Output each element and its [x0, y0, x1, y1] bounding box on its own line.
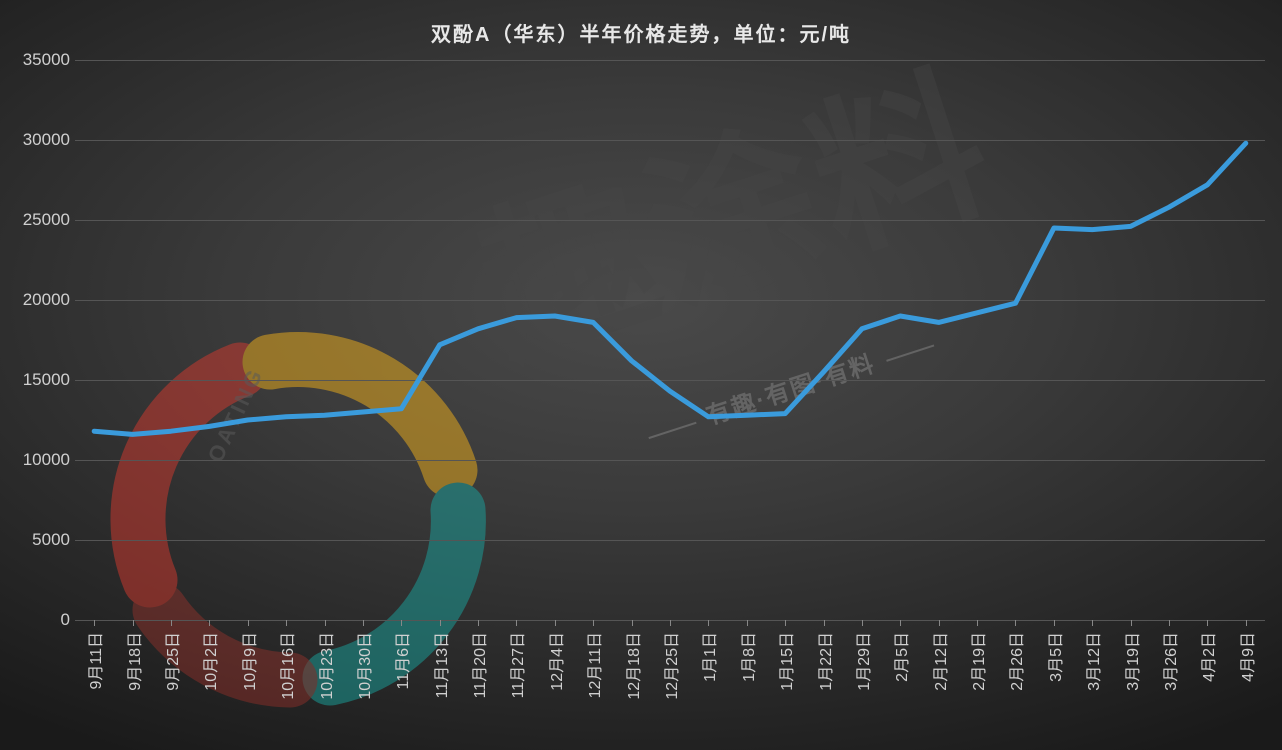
- x-tick: [900, 620, 901, 626]
- x-tick-label: 12月11日: [581, 632, 605, 698]
- x-tick: [862, 620, 863, 626]
- x-tick-label: 3月12日: [1080, 632, 1104, 691]
- x-tick: [632, 620, 633, 626]
- y-tick-label: 25000: [10, 210, 70, 230]
- x-tick-label: 4月9日: [1234, 632, 1258, 682]
- x-tick: [555, 620, 556, 626]
- x-tick: [747, 620, 748, 626]
- x-tick-label: 1月15日: [773, 632, 797, 691]
- x-tick: [286, 620, 287, 626]
- x-tick: [94, 620, 95, 626]
- x-tick: [516, 620, 517, 626]
- x-tick-label: 2月12日: [927, 632, 951, 691]
- chart-container: OATING 趣涂料 有趣·有图·有料 双酚A（华东）半年价格走势，单位：元/吨…: [0, 0, 1282, 750]
- x-tick: [708, 620, 709, 626]
- x-tick: [325, 620, 326, 626]
- x-tick: [363, 620, 364, 626]
- x-tick: [478, 620, 479, 626]
- x-tick-label: 11月13日: [428, 632, 452, 698]
- x-tick: [824, 620, 825, 626]
- y-tick-label: 10000: [10, 450, 70, 470]
- x-tick-label: 12月18日: [620, 632, 644, 700]
- x-tick: [171, 620, 172, 626]
- x-tick-label: 11月20日: [466, 632, 490, 698]
- y-tick-label: 30000: [10, 130, 70, 150]
- x-tick-label: 11月6日: [389, 632, 413, 690]
- x-tick-label: 1月29日: [850, 632, 874, 691]
- x-tick: [1169, 620, 1170, 626]
- x-tick-label: 2月19日: [965, 632, 989, 691]
- x-tick: [785, 620, 786, 626]
- x-tick: [209, 620, 210, 626]
- x-tick-label: 12月4日: [543, 632, 567, 691]
- x-tick: [1131, 620, 1132, 626]
- x-tick-label: 1月1日: [696, 632, 720, 682]
- x-tick-label: 10月2日: [197, 632, 221, 691]
- x-tick-label: 10月9日: [236, 632, 260, 691]
- x-tick-label: 4月2日: [1195, 632, 1219, 682]
- x-tick: [1207, 620, 1208, 626]
- x-tick-label: 10月23日: [313, 632, 337, 700]
- x-tick-label: 3月19日: [1119, 632, 1143, 691]
- x-tick-label: 3月26日: [1157, 632, 1181, 691]
- x-tick-label: 1月8日: [735, 632, 759, 682]
- x-tick: [401, 620, 402, 626]
- x-tick-label: 9月25日: [159, 632, 183, 691]
- x-tick: [1092, 620, 1093, 626]
- x-tick-label: 9月18日: [121, 632, 145, 691]
- x-tick: [1015, 620, 1016, 626]
- x-tick: [977, 620, 978, 626]
- y-tick-label: 15000: [10, 370, 70, 390]
- y-tick-label: 5000: [10, 530, 70, 550]
- x-tick: [593, 620, 594, 626]
- x-tick: [133, 620, 134, 626]
- x-tick-label: 9月11日: [82, 632, 106, 690]
- plot-area: [75, 60, 1265, 620]
- x-tick-label: 10月16日: [274, 632, 298, 700]
- x-tick-label: 12月25日: [658, 632, 682, 700]
- y-tick-label: 0: [10, 610, 70, 630]
- x-tick: [440, 620, 441, 626]
- x-tick: [248, 620, 249, 626]
- x-tick-label: 10月30日: [351, 632, 375, 700]
- x-tick: [670, 620, 671, 626]
- y-tick-label: 35000: [10, 50, 70, 70]
- x-tick-label: 2月5日: [888, 632, 912, 682]
- x-tick-label: 2月26日: [1003, 632, 1027, 691]
- x-tick: [1246, 620, 1247, 626]
- chart-title: 双酚A（华东）半年价格走势，单位：元/吨: [0, 18, 1282, 47]
- x-tick: [1054, 620, 1055, 626]
- x-tick-label: 3月5日: [1042, 632, 1066, 682]
- y-tick-label: 20000: [10, 290, 70, 310]
- price-line: [94, 143, 1246, 434]
- x-tick: [939, 620, 940, 626]
- x-tick-label: 1月22日: [812, 632, 836, 691]
- x-tick-label: 11月27日: [504, 632, 528, 698]
